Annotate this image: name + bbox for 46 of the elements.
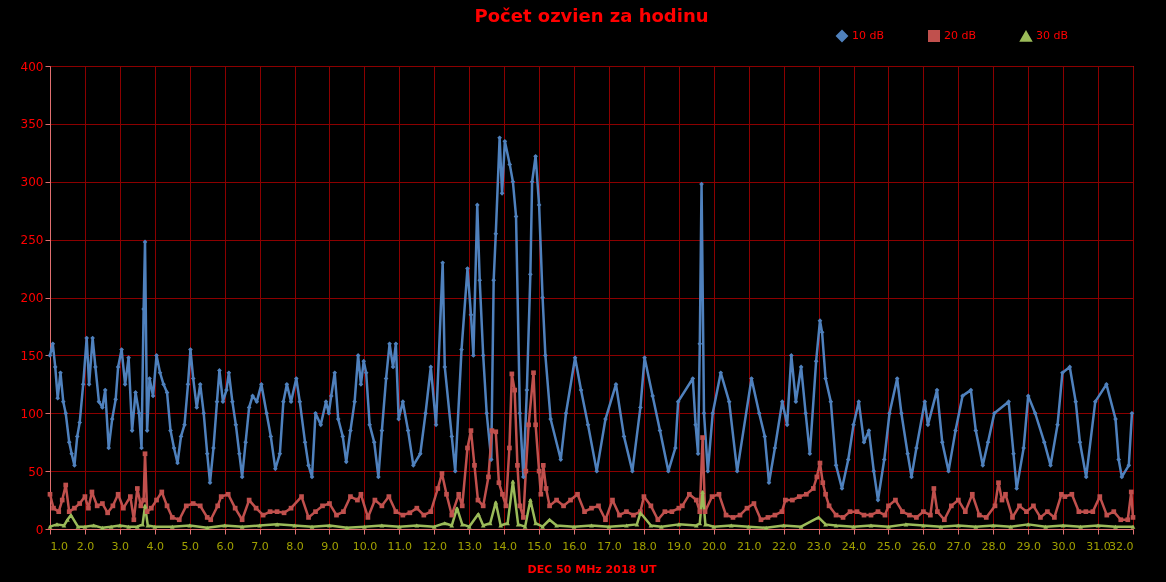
x-tick-label: 15.0	[527, 539, 552, 553]
x-tick-label: 21.0	[736, 539, 762, 553]
y-tick-label: 0	[35, 522, 44, 537]
x-tick-label: 31.0	[1086, 539, 1111, 553]
x-tick-label: 18.0	[632, 539, 657, 553]
y-tick-label: 50	[28, 464, 44, 479]
x-tick-label: 12.0	[422, 539, 448, 553]
x-tick-label: 16.0	[562, 539, 587, 553]
chart-title: Počet ozvien za hodinu	[474, 5, 709, 26]
y-tick-label: 100	[20, 406, 44, 421]
x-tick-label: 14.0	[492, 539, 517, 553]
y-tick-label: 250	[20, 233, 44, 248]
y-tick-label: 200	[20, 291, 44, 305]
x-tick-label: 5.0	[181, 539, 199, 553]
legend-label: 30 dB	[1036, 29, 1069, 43]
x-tick-label: 6.0	[216, 539, 234, 553]
x-tick-label: 26.0	[911, 539, 937, 553]
x-tick-label: 29.0	[1016, 539, 1041, 553]
x-tick-label: 10.0	[352, 539, 378, 553]
y-tick-label: 300	[20, 175, 44, 190]
y-tick-label: 400	[20, 59, 44, 74]
x-tick-label: 9.0	[321, 539, 339, 553]
y-tick-label: 350	[20, 117, 44, 132]
x-tick-label: 22.0	[771, 539, 797, 553]
x-tick-label: 13.0	[457, 539, 482, 553]
legend-label: 10 dB	[852, 29, 885, 42]
x-tick-label: 19.0	[667, 539, 692, 553]
x-tick-label: 20.0	[702, 539, 727, 553]
x-tick-label: 32.0	[1109, 539, 1134, 553]
x-tick-label: 7.0	[251, 539, 269, 553]
x-tick-label: 4.0	[146, 539, 165, 553]
legend-label: 20 dB	[944, 29, 977, 42]
x-tick-label: 8.0	[286, 539, 304, 553]
x-tick-label: 25.0	[876, 539, 902, 553]
x-tick-label: 27.0	[946, 539, 972, 553]
x-tick-label: 23.0	[806, 539, 832, 553]
x-tick-label: 11.0	[387, 539, 413, 553]
x-tick-label: 2.0	[76, 539, 95, 553]
x-tick-label: 1.0	[50, 539, 68, 553]
x-tick-label: 17.0	[597, 539, 622, 553]
x-tick-label: 24.0	[841, 539, 867, 553]
y-tick-label: 150	[20, 348, 44, 363]
x-tick-label: 30.0	[1051, 539, 1076, 553]
x-axis-title: DEC 50 MHz 2018 UT	[527, 562, 657, 576]
x-tick-label: 28.0	[981, 539, 1007, 553]
x-tick-label: 3.0	[111, 539, 130, 553]
